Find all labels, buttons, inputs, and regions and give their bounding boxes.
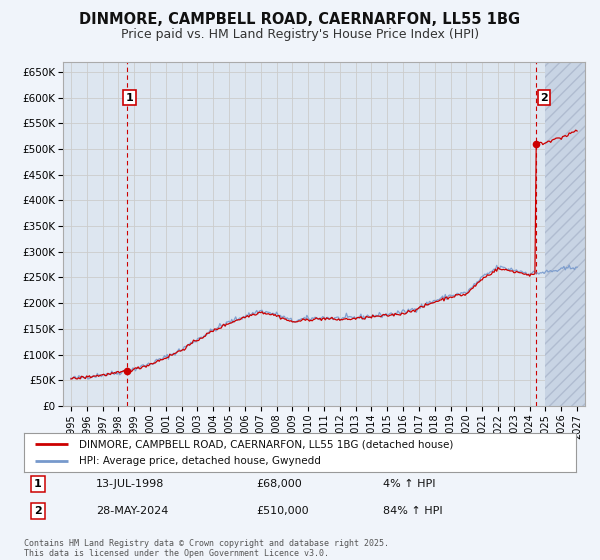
Bar: [545, 62, 585, 406]
Text: 2: 2: [540, 92, 548, 102]
Text: 4% ↑ HPI: 4% ↑ HPI: [383, 479, 436, 489]
Text: £510,000: £510,000: [256, 506, 308, 516]
Text: Contains HM Land Registry data © Crown copyright and database right 2025.
This d: Contains HM Land Registry data © Crown c…: [24, 539, 389, 558]
Text: HPI: Average price, detached house, Gwynedd: HPI: Average price, detached house, Gwyn…: [79, 456, 321, 466]
Text: 84% ↑ HPI: 84% ↑ HPI: [383, 506, 442, 516]
Text: 28-MAY-2024: 28-MAY-2024: [96, 506, 168, 516]
Text: £68,000: £68,000: [256, 479, 302, 489]
Text: DINMORE, CAMPBELL ROAD, CAERNARFON, LL55 1BG (detached house): DINMORE, CAMPBELL ROAD, CAERNARFON, LL55…: [79, 439, 454, 449]
Text: 13-JUL-1998: 13-JUL-1998: [96, 479, 164, 489]
Text: DINMORE, CAMPBELL ROAD, CAERNARFON, LL55 1BG: DINMORE, CAMPBELL ROAD, CAERNARFON, LL55…: [79, 12, 521, 27]
Text: 2: 2: [34, 506, 41, 516]
Text: Price paid vs. HM Land Registry's House Price Index (HPI): Price paid vs. HM Land Registry's House …: [121, 28, 479, 41]
Text: 1: 1: [34, 479, 41, 489]
Text: 1: 1: [125, 92, 133, 102]
